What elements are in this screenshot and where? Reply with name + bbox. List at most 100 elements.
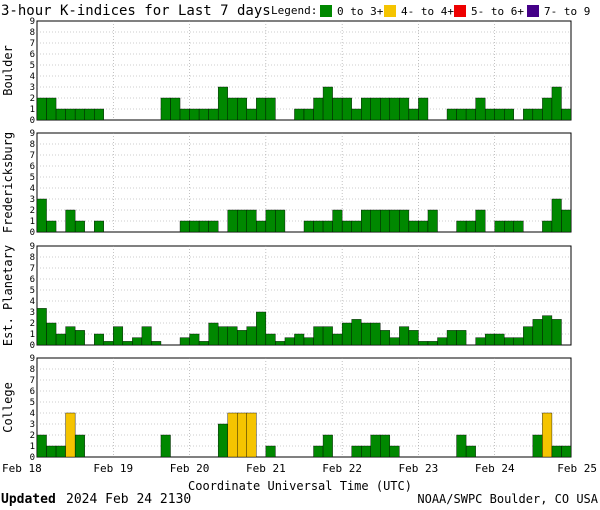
legend-entry-label: 7- to 9	[544, 5, 590, 18]
x-tick-label: Feb 25	[557, 462, 597, 475]
k-index-bar	[65, 326, 76, 346]
k-index-bar	[542, 315, 553, 346]
x-axis-label: Coordinate Universal Time (UTC)	[188, 479, 412, 493]
k-index-bar	[237, 97, 247, 121]
y-tick-label: 1	[30, 217, 35, 227]
k-index-bar	[389, 337, 400, 346]
k-index-bar	[332, 209, 343, 233]
legend-entry-label: 0 to 3+	[337, 5, 384, 18]
y-tick-label: 9	[30, 17, 35, 27]
y-tick-label: 5	[30, 61, 35, 71]
y-tick-label: 6	[30, 50, 35, 60]
y-tick-label: 1	[30, 105, 35, 115]
k-index-bar	[237, 209, 247, 233]
k-index-bar	[446, 330, 457, 346]
k-index-bar	[322, 220, 333, 233]
k-index-bar	[370, 322, 381, 346]
k-index-bar	[46, 97, 57, 121]
k-index-bar	[322, 326, 333, 346]
k-index-bar	[361, 445, 371, 458]
y-tick-label: 3	[30, 420, 35, 430]
k-index-bar	[561, 108, 572, 121]
y-tick-label: 8	[30, 253, 35, 263]
panel-label: Boulder	[1, 45, 15, 96]
k-index-bar	[256, 97, 267, 121]
k-index-bar	[132, 337, 143, 346]
k-index-bar	[465, 445, 476, 458]
y-tick-label: 2	[30, 319, 35, 329]
k-index-bar	[427, 341, 438, 346]
k-index-bar	[36, 198, 47, 233]
k-index-bar	[275, 341, 286, 346]
k-index-bar	[217, 86, 228, 121]
k-index-bar	[94, 333, 104, 346]
k-index-bar	[418, 341, 429, 346]
y-tick-label: 8	[30, 365, 35, 375]
k-index-bar	[36, 434, 47, 458]
legend-entry-label: 5- to 6+	[471, 5, 524, 18]
k-index-bar	[179, 108, 190, 121]
k-index-bar	[198, 341, 209, 346]
k-index-bar	[113, 326, 124, 346]
k-index-bar	[179, 220, 190, 233]
k-index-bar	[208, 220, 219, 233]
y-tick-label: 7	[30, 151, 35, 161]
k-index-bar	[532, 319, 543, 346]
footer: Updated 2024 Feb 24 2130 NOAA/SWPC Bould…	[1, 492, 599, 507]
plot-frame	[36, 132, 572, 233]
k-index-bar	[246, 209, 257, 233]
y-tick-label: 7	[30, 264, 35, 274]
k-index-bar	[380, 434, 391, 458]
y-tick-label: 1	[30, 442, 35, 452]
k-index-bar	[494, 333, 505, 346]
k-index-bar	[141, 326, 152, 346]
k-index-bar	[94, 108, 104, 121]
k-index-bar	[551, 319, 562, 346]
k-index-bar	[456, 330, 467, 346]
k-index-bar	[484, 333, 495, 346]
y-tick-label: 7	[30, 376, 35, 386]
k-index-bar	[370, 434, 381, 458]
k-index-bar	[303, 108, 314, 121]
k-index-bar	[55, 333, 66, 346]
k-index-bar	[322, 434, 333, 458]
k-index-bar	[341, 220, 352, 233]
y-tick-label: 0	[30, 228, 35, 238]
k-index-bar	[351, 108, 362, 121]
k-index-bar	[361, 322, 371, 346]
k-index-bar	[351, 445, 362, 458]
k-index-bar	[74, 434, 85, 458]
k-index-bar	[36, 97, 47, 121]
panels: 0123456789Boulder0123456789Fredericksbur…	[1, 17, 572, 463]
k-index-bar	[351, 220, 362, 233]
k-index-bar	[561, 209, 572, 233]
y-tick-label: 0	[30, 341, 35, 351]
k-index-bar	[523, 108, 534, 121]
y-tick-label: 8	[30, 140, 35, 150]
k-index-bar	[84, 108, 95, 121]
k-index-bar	[446, 108, 457, 121]
k-index-bar	[456, 108, 467, 121]
y-tick-label: 3	[30, 83, 35, 93]
k-index-bar	[484, 108, 495, 121]
k-index-bar	[408, 330, 419, 346]
k-index-bar	[179, 337, 190, 346]
k-index-bar	[227, 412, 238, 458]
k-index-bar	[46, 322, 57, 346]
k-index-bar	[256, 311, 267, 346]
legend-label: Legend:	[271, 4, 317, 17]
k-index-bar	[456, 434, 467, 458]
k-index-bar	[380, 97, 391, 121]
k-index-bar	[313, 326, 324, 346]
k-index-bar	[418, 97, 429, 121]
k-index-bar	[475, 337, 486, 346]
k-index-bar	[189, 333, 200, 346]
k-index-bar	[265, 445, 276, 458]
k-index-bar	[380, 330, 391, 346]
k-index-bar	[370, 209, 381, 233]
k-index-bar	[475, 209, 486, 233]
k-index-bar	[65, 412, 76, 458]
k-index-bar	[513, 220, 524, 233]
k-index-bar	[237, 330, 247, 346]
